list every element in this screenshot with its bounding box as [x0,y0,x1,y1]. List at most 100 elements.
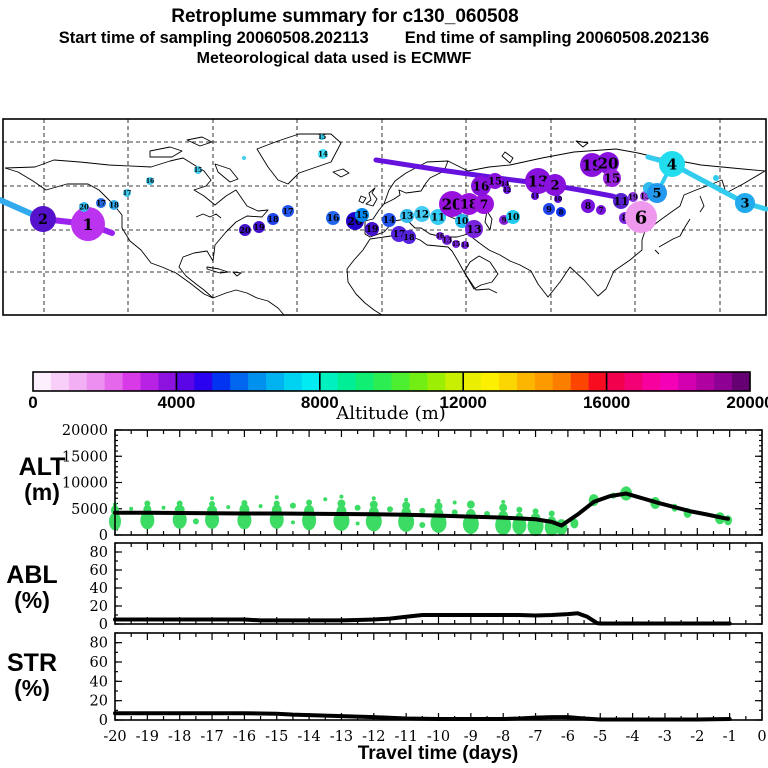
map-cluster-label: 16 [146,178,154,185]
panel-frame [114,542,763,625]
colorbar-cell [714,372,733,391]
particle-blob [161,505,166,510]
particle-blob [258,504,263,509]
colorbar-cell [212,372,231,391]
x-tick-label: -17 [200,729,223,745]
map-cluster [461,241,469,249]
particle-blob [192,518,199,525]
y-tick-label: 60 [90,655,108,671]
particle-blob [209,501,216,508]
map-cluster-label: 19 [628,193,638,202]
panel-alt: 0 5000 10000 15000 20000 [62,423,763,544]
map-frame [2,118,767,316]
x-tick-label: -3 [658,729,672,745]
particle-blob [419,522,426,529]
map-cluster-label: 8 [622,214,628,224]
map-cluster-label: 11 [613,195,628,208]
map-cluster [506,210,520,224]
particle-blob [289,502,296,509]
map-cluster [543,203,555,215]
particle-blob [129,506,134,511]
altitude-colorbar: 0 4000 8000 12000 16000 20000 [28,371,768,412]
map-cluster-label: 16 [436,233,444,240]
map-cluster-label: 12 [503,187,511,194]
map-cluster-label: 17 [96,199,106,208]
particle-blob [354,504,361,511]
colorbar-tick-label: 0 [28,393,37,412]
map-cluster-label: 13 [528,172,549,190]
particle-blob [466,500,475,509]
map-cluster-label: 14 [461,242,469,249]
particle-blob [430,512,447,533]
particle-blob [205,510,220,529]
particle-blob [365,511,382,532]
x-tick-label: -12 [362,729,385,745]
map-cluster-label: 15 [604,171,621,185]
map-cluster [239,224,251,236]
x-tick-label: -2 [690,729,704,745]
colorbar-cell [732,372,751,391]
particle-blob [404,497,409,502]
particle-blob [172,510,187,529]
colorbar-cell [552,372,572,391]
map-cluster-label: 17 [282,206,293,216]
map-cluster-label: 17 [393,230,406,240]
particle-blob [273,500,280,507]
colorbar-cell [696,372,715,391]
map-cluster-label: 14 [318,150,328,159]
y-tick-label: 15000 [62,449,108,465]
particle-blob [532,508,539,515]
map-cluster [647,183,667,203]
colorbar-cell [33,372,52,391]
colorbar-cell [301,372,321,391]
str-panel-label: STR (%) [4,650,60,701]
map-cluster-label: 11 [431,213,445,224]
map-cluster [96,198,106,208]
map-cluster [471,176,491,196]
map-cluster [402,230,416,244]
map-cluster [326,211,340,225]
colorbar-cell [230,372,249,391]
map-cluster-label: 1 [82,215,93,234]
x-tick-label: -8 [496,729,510,745]
particle-blob [371,496,376,501]
y-tick-label: 20000 [62,423,108,439]
colorbar-cell [606,372,626,391]
alt-label-text: ALT [18,453,66,481]
particle-blob [434,502,443,511]
map-cluster-label: 20 [598,154,619,172]
colorbar-cell [516,372,536,391]
map-cluster-label: 18 [267,214,279,224]
map-cluster [71,207,105,241]
map-cluster-label: 18 [460,198,478,213]
map-cluster-label: 5 [652,187,661,202]
map-cluster [474,194,494,214]
colorbar-cell [158,372,177,391]
map-cluster-label: 10 [554,196,562,203]
panel-abl: 0 20 40 60 80 [90,542,763,633]
colorbar-cell [588,372,608,391]
map-cluster-label: 18 [109,201,119,210]
colorbar-cell [355,372,375,391]
map-cluster-label: 15 [194,167,202,174]
sampling-times: Start time of sampling 20060508.202113 E… [0,29,768,48]
map-cluster-label: 7 [480,197,488,211]
x-tick-label: -20 [103,729,126,745]
map-cluster-label: 2 [550,179,559,194]
map-cluster [30,206,56,232]
colorbar-cell [194,372,213,391]
map-grid [3,119,766,315]
map-cluster [194,166,202,174]
x-axis-title: Travel time (days) [357,743,519,764]
x-tick-label: -7 [528,729,542,745]
particle-blob [402,501,411,510]
map-cluster [455,214,469,228]
particle-blob [462,513,479,534]
y-tick-label: 20 [90,694,108,710]
colorbar-tick-label: 4000 [157,393,195,412]
map-cluster-label: 9 [502,216,507,225]
map-cluster [242,156,246,160]
map-cluster [556,207,566,217]
map-cluster [628,192,638,202]
